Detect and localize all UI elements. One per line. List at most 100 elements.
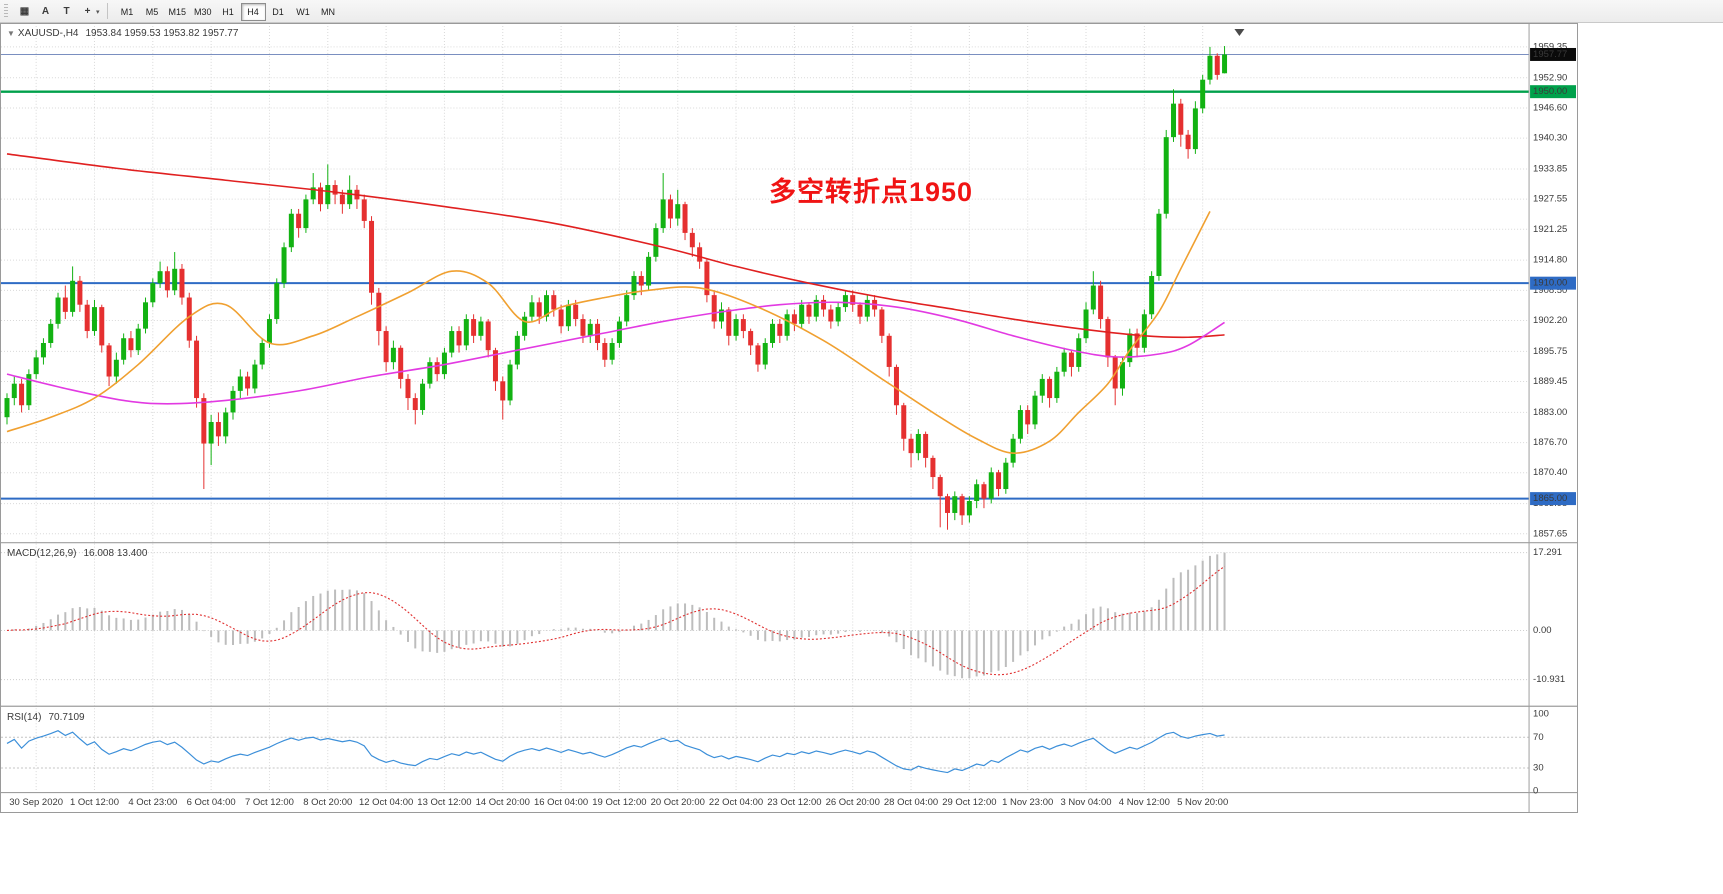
candle [157,261,163,288]
text-label-a-button[interactable]: A [35,3,56,21]
svg-text:1902.20: 1902.20 [1533,315,1567,326]
candle [485,319,491,358]
candle [1025,405,1031,434]
candle [99,304,105,353]
toolbar-grip[interactable] [4,3,8,19]
timeframe-button-h4[interactable]: H4 [240,2,266,21]
svg-text:4 Nov 12:00: 4 Nov 12:00 [1119,797,1170,808]
text-label-t-button[interactable]: T [56,3,77,21]
candle [959,493,965,525]
candle [653,223,659,262]
timeframe-button-w1[interactable]: W1 [291,3,316,21]
candle [777,319,783,344]
candle [908,433,914,468]
candle [186,292,192,348]
candle [398,345,404,389]
candle [1178,98,1184,147]
crosshair-button[interactable]: + [77,3,98,21]
candle [1032,390,1038,430]
candle [988,467,994,504]
candle [390,340,396,370]
svg-text:8 Oct 20:00: 8 Oct 20:00 [303,797,352,808]
candle [347,175,353,209]
candle [945,493,950,530]
candle [1163,129,1169,219]
collapse-icon[interactable]: ▼ [7,29,15,38]
chart-canvas[interactable]: 1959.35 1952.90 1946.60 1940.30 1933.85 1927.… [1,24,1577,812]
chart-shift-marker[interactable] [1234,28,1245,36]
candle [660,173,666,233]
candle [383,326,389,372]
candle [201,393,207,490]
ohlc-values: 1953.84 1959.53 1953.82 1957.77 [85,28,239,39]
candle [529,295,535,322]
price-badge-current: 1957.77 [1530,47,1577,61]
candle [587,319,593,344]
svg-text:1889.45: 1889.45 [1533,376,1567,387]
candle [223,407,229,444]
candle [544,290,550,322]
ma-slow-red [6,153,1225,339]
candle [573,299,579,327]
candle [842,290,848,312]
svg-text:14 Oct 20:00: 14 Oct 20:00 [476,797,530,808]
candle [915,429,921,461]
chart-window: 1959.35 1952.90 1946.60 1940.30 1933.85 1927.… [0,23,1578,813]
svg-text:1952.90: 1952.90 [1533,72,1567,83]
timeframe-button-m30[interactable]: M30 [190,3,216,21]
candle [704,259,710,303]
macd-signal-line [6,565,1225,676]
candle [1119,357,1125,396]
candle [864,295,870,322]
timeframe-button-m5[interactable]: M5 [140,3,165,21]
candle [62,285,68,320]
chart-annotation-text[interactable]: 多空转折点1950 [769,177,974,207]
candle [770,319,776,348]
charts-tile-button[interactable]: ▦ [14,3,35,21]
candle [48,319,54,348]
candle [317,182,323,212]
candle [937,474,943,528]
candle [194,335,200,408]
timeframe-button-h1[interactable]: H1 [216,3,241,21]
candle [558,304,564,334]
svg-text:1959.35: 1959.35 [1533,41,1567,52]
svg-text:1895.75: 1895.75 [1533,346,1567,357]
candle [478,316,484,341]
candle [11,376,17,406]
svg-text:29 Oct 12:00: 29 Oct 12:00 [942,797,996,808]
candle [893,364,899,415]
timeframe-button-d1[interactable]: D1 [266,3,291,21]
timeframe-button-m1[interactable]: M1 [115,3,140,21]
rsi-value: 70.7109 [48,712,85,723]
time-axis[interactable] [1,793,1529,812]
timeframe-button-mn[interactable]: MN [316,3,341,21]
macd-title-line: MACD(12,26,9) 16.008 13.400 [7,548,147,559]
candle [369,216,375,305]
candle [886,333,892,377]
candle [551,290,557,317]
candle [522,311,528,341]
candle [55,292,61,329]
candle [1061,347,1067,377]
candle [500,376,506,420]
svg-text:4 Oct 23:00: 4 Oct 23:00 [128,797,177,808]
price-badge-level: 1910.00 [1530,276,1577,290]
candle [762,338,768,370]
svg-text:1940.30: 1940.30 [1533,133,1567,144]
chart-title-line: ▼ XAUUSD-,H4 1953.84 1959.53 1953.82 1957.… [7,28,238,39]
candle [1192,101,1198,154]
svg-text:1865.00: 1865.00 [1533,493,1567,504]
candle [106,343,112,387]
svg-text:1908.50: 1908.50 [1533,285,1567,296]
time-axis-labels: 30 Sep 2020 1 Oct 12:00 4 Oct 23:00 6 Oct 0… [9,797,1228,808]
toolbar: ▦ A T + ▾ M1 M5 M15 M30 H1 H4 D1 W1 MN [0,0,1723,23]
candle [507,359,513,406]
timeframe-button-m15[interactable]: M15 [165,3,191,21]
dropdown-arrow-icon[interactable]: ▾ [96,9,100,16]
candle [471,314,477,344]
candle [631,271,637,300]
price-axis[interactable] [1529,24,1577,792]
candle [755,343,761,372]
candle [901,402,907,451]
